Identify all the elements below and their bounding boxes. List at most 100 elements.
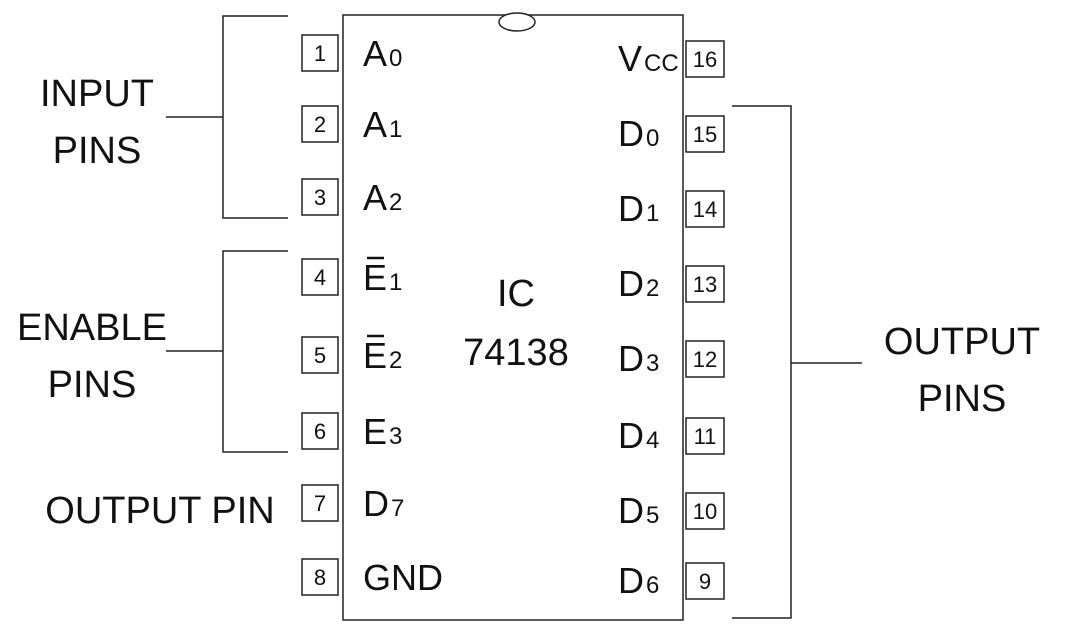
output-pins-label-line2: PINS xyxy=(918,378,1007,420)
pin-name-main: A xyxy=(363,33,387,74)
pin-name: A2 xyxy=(363,177,402,218)
output-pins-label-line1: OUTPUT xyxy=(884,321,1040,363)
pin-name-subscript: 0 xyxy=(646,125,659,152)
pin-name-main: D xyxy=(618,338,644,379)
left-pin-5: 5 E2 xyxy=(301,334,402,376)
pin-name-main: E xyxy=(363,411,387,452)
pin-name-main: GND xyxy=(363,557,443,598)
pin-name: A1 xyxy=(363,104,402,145)
pin-number: 13 xyxy=(693,272,717,297)
pin-name-subscript: 5 xyxy=(646,502,659,529)
pin-number-box xyxy=(301,178,339,216)
ic-name-line1: IC xyxy=(497,273,535,315)
pin-name-subscript: 3 xyxy=(646,350,659,377)
pin-name: GND xyxy=(363,557,443,598)
pin-number-box xyxy=(685,265,725,303)
right-pin-11: 11 D4 xyxy=(618,415,725,456)
pin-number: 16 xyxy=(693,47,717,72)
left-pin-6: 6 E3 xyxy=(301,411,402,452)
pin-number: 14 xyxy=(693,197,717,222)
enable-pins-label-line2: PINS xyxy=(48,364,137,406)
left-pin-column: 1 A02 A13 A24 E15 E26 E37 D78 GND xyxy=(301,33,443,598)
pin-number: 15 xyxy=(693,122,717,147)
pin-name-main: A xyxy=(363,177,387,218)
pin-name: A0 xyxy=(363,33,402,74)
enable-pins-bracket xyxy=(166,250,288,453)
pin-name-main: D xyxy=(618,415,644,456)
ic-body xyxy=(342,14,684,621)
pin-name-subscript: 7 xyxy=(391,495,404,522)
pin-name: D5 xyxy=(618,490,659,531)
pin-name: E3 xyxy=(363,411,402,452)
pin-number-box xyxy=(685,562,725,600)
pin-number-box xyxy=(301,558,339,596)
pin-number: 2 xyxy=(314,112,326,137)
pin-number: 9 xyxy=(699,569,711,594)
pin-name-subscript: 0 xyxy=(389,45,402,72)
pin-name-main: D xyxy=(618,188,644,229)
pin-number-box xyxy=(685,492,725,530)
pin-name-subscript: 3 xyxy=(389,423,402,450)
pin-name-main: D xyxy=(618,113,644,154)
pin-name-subscript: 1 xyxy=(646,200,659,227)
pin-name-subscript: 6 xyxy=(646,572,659,599)
left-pin-4: 4 E1 xyxy=(301,256,402,298)
pin-number: 12 xyxy=(693,347,717,372)
pin-name: D0 xyxy=(618,113,659,154)
input-pins-label-line2: PINS xyxy=(53,130,142,172)
pin-number: 6 xyxy=(314,419,326,444)
pin-name: D3 xyxy=(618,338,659,379)
pin-number: 7 xyxy=(314,491,326,516)
right-pin-13: 13 D2 xyxy=(618,263,725,304)
pin-name-main: E xyxy=(363,335,387,376)
pin-name-main: V xyxy=(618,38,642,79)
pin-name-main: D xyxy=(618,560,644,601)
pin-number-box xyxy=(301,34,339,72)
pin-name: D1 xyxy=(618,188,659,229)
left-pin-3: 3 A2 xyxy=(301,177,402,218)
pin-name: VCC xyxy=(618,38,679,79)
pin-name-subscript: 4 xyxy=(646,427,659,454)
pin-number-box xyxy=(685,190,725,228)
input-pins-label-line1: INPUT xyxy=(40,73,154,115)
pin-name-main: D xyxy=(363,483,389,524)
pin-number-box xyxy=(685,340,725,378)
left-pin-1: 1 A0 xyxy=(301,33,402,74)
pin-name-main: D xyxy=(618,490,644,531)
pin-name: D4 xyxy=(618,415,659,456)
pin-name: E1 xyxy=(363,257,402,298)
pin-name-subscript: 2 xyxy=(389,347,402,374)
right-pin-12: 12 D3 xyxy=(618,338,725,379)
pin-number-box xyxy=(301,412,339,450)
pin-number: 1 xyxy=(314,41,326,66)
left-pin-2: 2 A1 xyxy=(301,104,402,145)
right-pin-15: 15 D0 xyxy=(618,113,725,154)
pin-name-main: D xyxy=(618,263,644,304)
pin-number: 11 xyxy=(694,424,717,449)
pin-name: D6 xyxy=(618,560,659,601)
pin-number: 3 xyxy=(314,185,326,210)
pin-number-box xyxy=(301,105,339,143)
pin-number-box xyxy=(685,40,725,78)
pin-name-main: E xyxy=(363,257,387,298)
ic-name-line2: 74138 xyxy=(463,332,569,374)
pin-number: 10 xyxy=(693,499,717,524)
pin-name: D2 xyxy=(618,263,659,304)
right-pin-9: 9 D6 xyxy=(618,560,725,601)
pin-name-main: A xyxy=(363,104,387,145)
pin-name: E2 xyxy=(363,335,402,376)
right-pin-14: 14 D1 xyxy=(618,188,725,229)
pin-name-subscript: 2 xyxy=(389,189,402,216)
pin-name-subscript: 1 xyxy=(389,116,402,143)
enable-pins-label-line1: ENABLE xyxy=(17,307,167,349)
pin-number: 8 xyxy=(314,565,326,590)
pin-number: 4 xyxy=(314,265,326,290)
pin-number-box xyxy=(301,258,339,296)
pin-number-box xyxy=(301,484,339,522)
pin-name-subscript: CC xyxy=(644,50,679,77)
input-pins-bracket xyxy=(166,15,288,219)
pin-name-subscript: 2 xyxy=(646,275,659,302)
pin-name-subscript: 1 xyxy=(389,269,402,296)
pin-name: D7 xyxy=(363,483,404,524)
